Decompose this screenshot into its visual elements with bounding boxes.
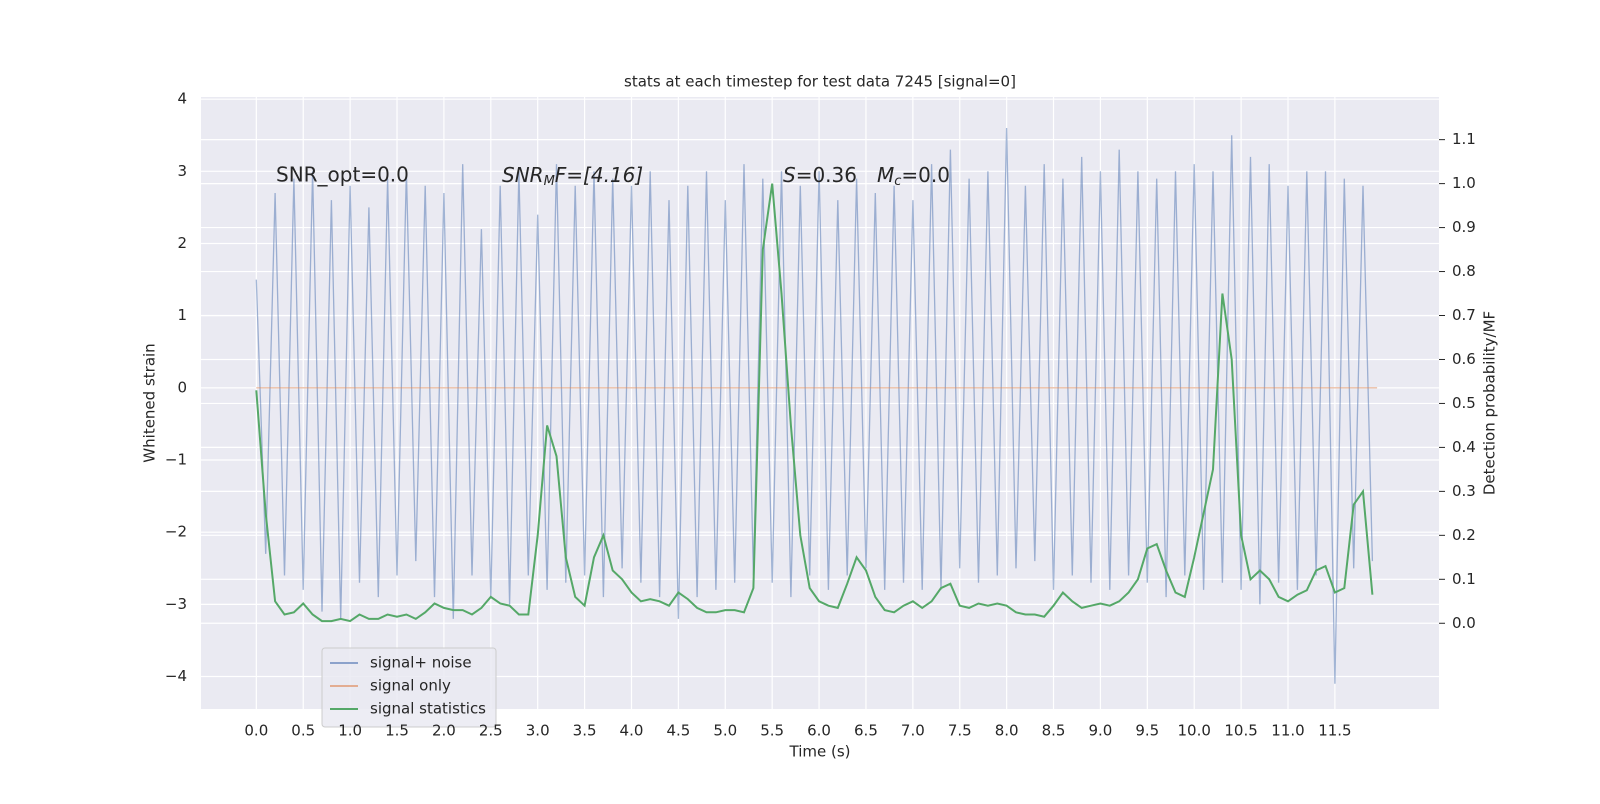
x-tick-label: 2.0 bbox=[432, 722, 456, 740]
y2-tick-label: 0.5 bbox=[1452, 394, 1476, 412]
x-tick-label: 10.0 bbox=[1178, 722, 1211, 740]
legend-label: signal+ noise bbox=[370, 654, 472, 672]
y2-tick-label: 0.2 bbox=[1452, 526, 1476, 544]
y2-axis-label: Detection probability/MF bbox=[1481, 311, 1499, 495]
y-tick-label: −2 bbox=[165, 523, 187, 541]
annotation: S=0.36 bbox=[783, 163, 857, 187]
annotation: Mc=0.0 bbox=[877, 163, 950, 189]
x-tick-label: 5.0 bbox=[713, 722, 737, 740]
y2-tick-label: 1.1 bbox=[1452, 130, 1476, 148]
chart-title: stats at each timestep for test data 724… bbox=[624, 73, 1016, 91]
y-tick-label: 2 bbox=[177, 234, 187, 252]
x-tick-label: 1.5 bbox=[385, 722, 409, 740]
x-tick-label: 5.5 bbox=[760, 722, 784, 740]
x-tick-label: 0.5 bbox=[291, 722, 315, 740]
x-tick-label: 3.5 bbox=[573, 722, 597, 740]
y-tick-label: −3 bbox=[165, 595, 187, 613]
legend-label: signal statistics bbox=[370, 700, 486, 718]
y2-tick-label: 0.8 bbox=[1452, 262, 1476, 280]
y-tick-label: 1 bbox=[177, 306, 187, 324]
x-tick-label: 4.5 bbox=[666, 722, 690, 740]
x-tick-label: 4.0 bbox=[620, 722, 644, 740]
y-tick-label: 4 bbox=[177, 90, 187, 108]
x-tick-label: 8.0 bbox=[995, 722, 1019, 740]
annotation-part: F=[4.16] bbox=[555, 163, 643, 187]
y2-tick-label: 0.7 bbox=[1452, 306, 1476, 324]
y-tick-label: 0 bbox=[177, 378, 187, 396]
annotation: SNR_opt=0.0 bbox=[276, 163, 409, 187]
x-tick-label: 2.5 bbox=[479, 722, 503, 740]
y2-tick-label: 0.6 bbox=[1452, 350, 1476, 368]
x-tick-label: 0.0 bbox=[244, 722, 268, 740]
series-line bbox=[255, 183, 1374, 623]
y2-tick-label: 0.1 bbox=[1452, 570, 1476, 588]
y-tick-label: −4 bbox=[165, 667, 187, 685]
x-tick-label: 8.5 bbox=[1042, 722, 1066, 740]
legend-box bbox=[321, 647, 497, 728]
x-tick-label: 1.0 bbox=[338, 722, 362, 740]
annotation-part: =0.0 bbox=[901, 163, 950, 187]
x-tick-label: 9.5 bbox=[1135, 722, 1159, 740]
y2-tick-label: 1.0 bbox=[1452, 174, 1476, 192]
legend: signal+ noise signal only signal statistic… bbox=[321, 647, 497, 728]
annotation-part: M bbox=[544, 174, 555, 189]
x-tick-label: 6.5 bbox=[854, 722, 878, 740]
x-tick-label: 7.0 bbox=[901, 722, 925, 740]
annotation-part: M bbox=[877, 163, 894, 187]
x-tick-label: 6.0 bbox=[807, 722, 831, 740]
x-tick-label: 7.5 bbox=[948, 722, 972, 740]
y-tick-label: 3 bbox=[177, 162, 187, 180]
x-tick-label: 11.5 bbox=[1318, 722, 1351, 740]
marks bbox=[255, 127, 1378, 684]
x-axis-label: Time (s) bbox=[789, 743, 851, 761]
x-tick-label: 3.0 bbox=[526, 722, 550, 740]
x-tick-label: 9.0 bbox=[1088, 722, 1112, 740]
y-axis-label: Whitened strain bbox=[141, 343, 159, 462]
y2-tick-label: 0.9 bbox=[1452, 218, 1476, 236]
annotation-part: S bbox=[783, 163, 796, 187]
annotation: SNRMF=[4.16] bbox=[502, 163, 643, 189]
x-tick-label: 11.0 bbox=[1271, 722, 1304, 740]
y-tick-label: −1 bbox=[165, 451, 187, 469]
annotation-part: c bbox=[894, 174, 901, 189]
y2-tick-label: 0.4 bbox=[1452, 438, 1476, 456]
annotation-part: SNR bbox=[502, 163, 544, 187]
legend-label: signal only bbox=[370, 677, 451, 695]
annotation-part: =0.36 bbox=[796, 163, 857, 187]
series-line bbox=[255, 127, 1374, 684]
x-tick-label: 10.5 bbox=[1224, 722, 1257, 740]
y2-tick-label: 0.0 bbox=[1452, 614, 1476, 632]
y2-tick-label: 0.3 bbox=[1452, 482, 1476, 500]
